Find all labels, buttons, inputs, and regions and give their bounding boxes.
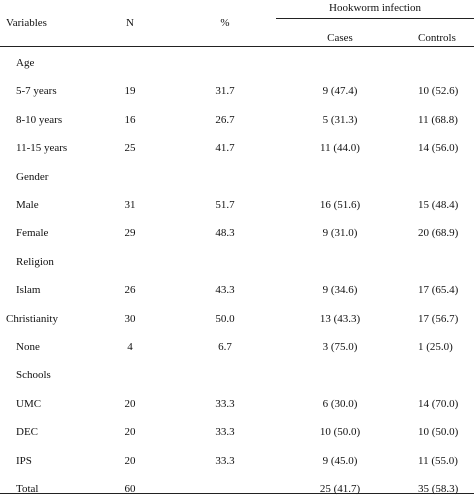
row-section-label: Age <box>16 57 35 69</box>
cell-n: 16 <box>124 114 136 126</box>
cell-n: 26 <box>124 284 136 296</box>
cell-cases: 5 (31.3) <box>322 114 358 126</box>
cell-cases: 9 (45.0) <box>322 455 358 467</box>
row-section-label: Religion <box>16 256 54 268</box>
cell-percent: 33.3 <box>215 426 235 438</box>
row-label: None <box>16 341 40 353</box>
cell-percent: 43.3 <box>215 284 235 296</box>
header-percent: % <box>220 17 230 29</box>
header-n: N <box>126 17 134 29</box>
header-variables: Variables <box>6 17 47 29</box>
cell-percent: 6.7 <box>218 341 232 353</box>
cell-percent: 33.3 <box>215 398 235 410</box>
cell-cases: 6 (30.0) <box>322 398 358 410</box>
cell-controls: 14 (70.0) <box>418 398 459 410</box>
cell-n: 31 <box>124 199 136 211</box>
cell-controls: 1 (25.0) <box>418 341 453 353</box>
row-section-label: Schools <box>16 369 51 381</box>
table-header-group-label: Hookworm infection <box>329 2 421 14</box>
cell-n: 29 <box>124 227 136 239</box>
cell-cases: 13 (43.3) <box>319 313 361 325</box>
header-bottom-rule <box>0 46 474 47</box>
cell-n: 30 <box>124 313 136 325</box>
group-header-rule <box>276 18 474 19</box>
cell-controls: 10 (52.6) <box>418 85 459 97</box>
cell-controls: 11 (68.8) <box>418 114 458 126</box>
row-label: Male <box>16 199 39 211</box>
cell-controls: 14 (56.0) <box>418 142 459 154</box>
cell-n: 25 <box>124 142 136 154</box>
cell-n: 20 <box>124 455 136 467</box>
cell-controls: 15 (48.4) <box>418 199 459 211</box>
cell-cases: 16 (51.6) <box>319 199 361 211</box>
cell-n: 4 <box>127 341 133 353</box>
cell-cases: 9 (47.4) <box>322 85 358 97</box>
cell-percent: 41.7 <box>215 142 235 154</box>
row-label: Christianity <box>6 313 58 325</box>
cell-cases: 10 (50.0) <box>319 426 361 438</box>
cell-percent: 48.3 <box>215 227 235 239</box>
cell-percent: 31.7 <box>215 85 235 97</box>
cell-cases: 9 (34.6) <box>322 284 358 296</box>
cell-cases: 25 (41.7) <box>319 483 361 495</box>
cell-controls: 11 (55.0) <box>418 455 458 467</box>
header-controls: Controls <box>418 32 456 44</box>
row-label: 5-7 years <box>16 85 57 97</box>
row-label: 8-10 years <box>16 114 63 126</box>
cell-percent: 50.0 <box>215 313 235 325</box>
cell-cases: 11 (44.0) <box>320 142 360 154</box>
cell-controls: 17 (56.7) <box>418 313 459 325</box>
cell-controls: 35 (58.3) <box>418 483 459 495</box>
row-label: 11-15 years <box>16 142 68 154</box>
cell-controls: 20 (68.9) <box>418 227 459 239</box>
cell-percent: 26.7 <box>215 114 235 126</box>
row-label: IPS <box>16 455 32 467</box>
row-label: UMC <box>16 398 42 410</box>
cell-n: 20 <box>124 426 136 438</box>
cell-cases: 9 (31.0) <box>322 227 358 239</box>
cell-controls: 17 (65.4) <box>418 284 459 296</box>
row-label: Islam <box>16 284 41 296</box>
cell-percent: 51.7 <box>215 199 235 211</box>
row-label: Female <box>16 227 49 239</box>
header-cases: Cases <box>327 32 353 44</box>
row-label: DEC <box>16 426 38 438</box>
cell-controls: 10 (50.0) <box>418 426 459 438</box>
cell-n: 19 <box>124 85 136 97</box>
cell-cases: 3 (75.0) <box>322 341 358 353</box>
row-section-label: Gender <box>16 171 49 183</box>
row-label: Total <box>16 483 39 495</box>
cell-percent: 33.3 <box>215 455 235 467</box>
cell-n: 60 <box>124 483 136 495</box>
cell-n: 20 <box>124 398 136 410</box>
